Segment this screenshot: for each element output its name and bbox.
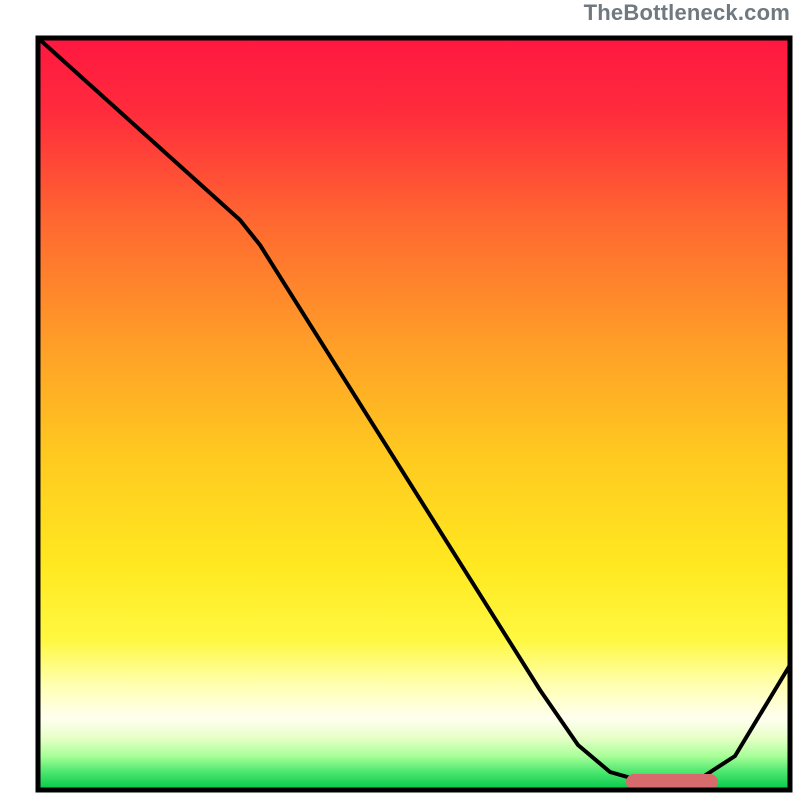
watermark-text: TheBottleneck.com bbox=[584, 0, 790, 26]
plot-gradient-background bbox=[38, 38, 790, 790]
chart-container: TheBottleneck.com bbox=[0, 0, 800, 800]
bottleneck-curve-chart bbox=[0, 0, 800, 800]
